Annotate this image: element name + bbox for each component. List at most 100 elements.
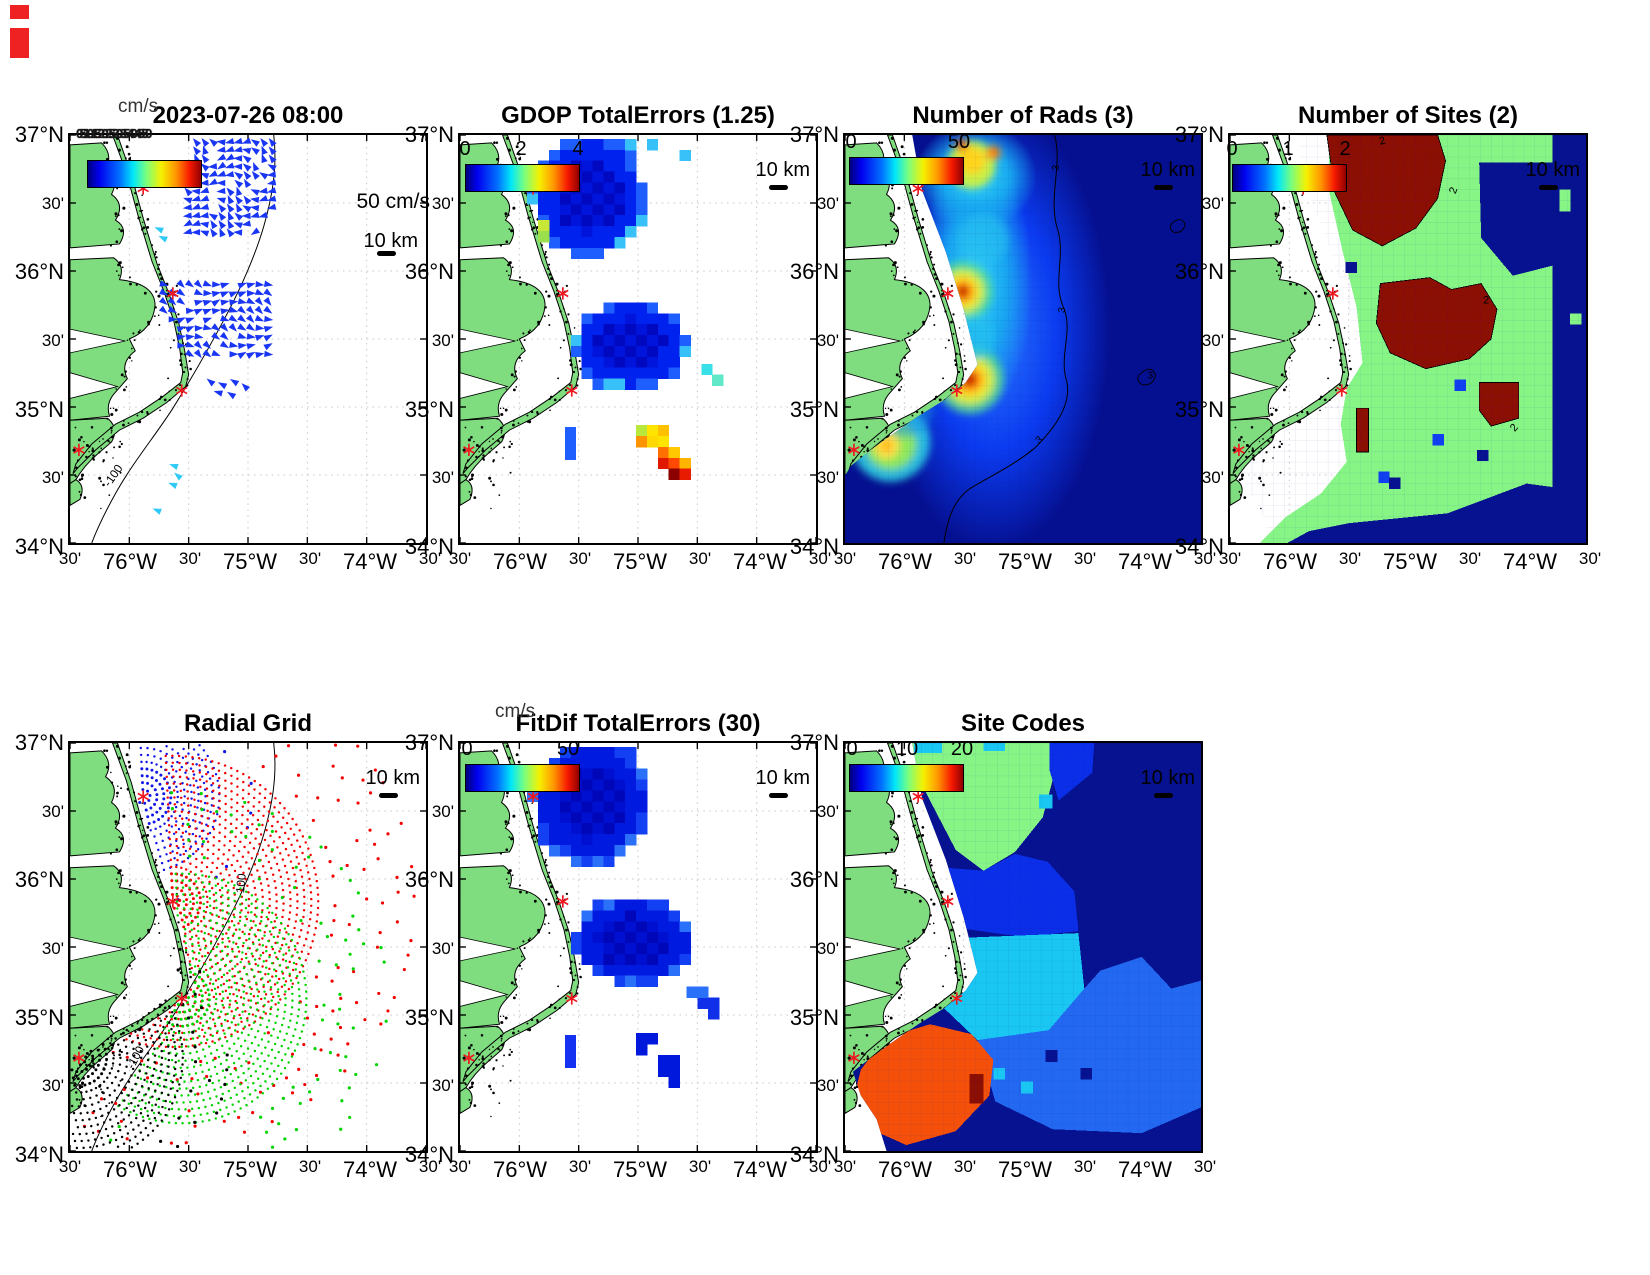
km-scale-bar bbox=[377, 251, 396, 256]
y-tick-label: 30' bbox=[816, 193, 839, 213]
y-tick-label: 30' bbox=[431, 801, 454, 821]
map-panel-currents: 2023-07-26 08:00 cm/s 0 5 10 15 20 25 30… bbox=[15, 96, 441, 574]
km-scale-label: 10 km bbox=[1140, 767, 1195, 789]
y-tick-label: 37°N bbox=[404, 730, 454, 755]
y-tick-label: 35°N bbox=[789, 396, 839, 422]
map-fitdif bbox=[460, 743, 816, 1151]
x-tick-label: 75°W bbox=[997, 549, 1053, 574]
x-tick-label: 30' bbox=[1193, 549, 1217, 568]
contour-label: 3 bbox=[1057, 306, 1069, 314]
y-tick-label: 36°N bbox=[789, 867, 839, 893]
y-tick-label: 30' bbox=[431, 939, 454, 958]
y-tick-label: 34°N bbox=[1174, 534, 1224, 559]
colorbar-tick: 2 bbox=[515, 138, 527, 160]
km-scale-label: 10 km bbox=[365, 767, 420, 789]
colorbar-tick: 0 bbox=[1226, 138, 1238, 160]
panel-title: FitDif TotalErrors (30) bbox=[515, 710, 761, 737]
y-tick-label: 34°N bbox=[789, 1142, 839, 1167]
y-tick-label: 37°N bbox=[14, 730, 64, 755]
y-tick-label: 30' bbox=[816, 939, 839, 958]
y-tick-label: 30' bbox=[41, 193, 64, 213]
y-tick-label: 37°N bbox=[789, 730, 839, 755]
colorbar-tick: 50 bbox=[947, 131, 971, 153]
x-tick-label: 74°W bbox=[732, 1157, 788, 1182]
contour-label: 3 bbox=[1148, 371, 1154, 382]
x-tick-label: 30' bbox=[418, 1157, 442, 1176]
y-tick-label: 30' bbox=[41, 1076, 64, 1096]
y-tick-label: 30' bbox=[431, 331, 454, 350]
x-tick-label: 30' bbox=[1073, 1157, 1097, 1176]
x-tick-label: 75°W bbox=[222, 1157, 278, 1182]
y-tick-label: 36°N bbox=[14, 259, 64, 285]
map-site-codes bbox=[845, 743, 1201, 1151]
x-tick-label: 30' bbox=[1578, 549, 1602, 568]
fitdif-heatmap bbox=[527, 746, 720, 1089]
colorbar-tick: 50 bbox=[556, 738, 580, 760]
x-tick-label: 76°W bbox=[877, 549, 933, 574]
y-tick-label: 30' bbox=[1201, 468, 1224, 488]
y-tick-label: 30' bbox=[41, 801, 64, 821]
map-panel-radial-grid: Radial Grid 10 km -100 100 37°N 30' 30' 76°W… bbox=[15, 710, 441, 1182]
x-tick-label: 76°W bbox=[877, 1157, 933, 1182]
y-tick-label: 37°N bbox=[404, 122, 454, 147]
y-tick-label: 36°N bbox=[14, 867, 64, 893]
y-tick-label: 36°N bbox=[1174, 259, 1224, 285]
x-tick-label: 76°W bbox=[492, 1157, 548, 1182]
x-tick-label: 30' bbox=[58, 1157, 82, 1176]
y-tick-label: 30' bbox=[431, 193, 454, 213]
km-scale-bar bbox=[1154, 185, 1173, 190]
colorbar bbox=[849, 157, 964, 185]
y-tick-label: 35°N bbox=[14, 1004, 64, 1030]
colorbar-units-label: cm/s bbox=[118, 96, 159, 117]
x-tick-label: 30' bbox=[953, 549, 977, 568]
y-tick-label: 34°N bbox=[404, 1142, 454, 1167]
y-tick-label: 35°N bbox=[1174, 396, 1224, 422]
y-tick-label: 37°N bbox=[789, 122, 839, 147]
colorbar-tick: 2 bbox=[1339, 138, 1351, 160]
colorbar-tick: 0 bbox=[461, 738, 473, 760]
y-tick-label: 36°N bbox=[789, 259, 839, 285]
x-tick-label: 75°W bbox=[612, 549, 668, 574]
colorbar-tick: 4 bbox=[572, 138, 584, 160]
y-tick-label: 34°N bbox=[14, 1142, 64, 1167]
x-tick-label: 30' bbox=[568, 1157, 592, 1176]
radial-fan bbox=[82, 743, 416, 1145]
map-panel-gdop: GDOP TotalErrors (1.25) 0 2 4 10 km 37°N… bbox=[405, 102, 831, 574]
x-tick-label: 30' bbox=[1218, 549, 1242, 568]
colorbar bbox=[465, 164, 580, 192]
red-mark bbox=[10, 5, 29, 19]
panel-title: Radial Grid bbox=[183, 710, 313, 737]
map-gdop bbox=[460, 135, 816, 543]
y-tick-label: 30' bbox=[431, 468, 454, 488]
km-scale-bar bbox=[769, 793, 788, 798]
x-tick-label: 30' bbox=[688, 1157, 712, 1176]
km-scale-bar bbox=[379, 793, 398, 798]
colorbar bbox=[849, 764, 964, 792]
x-tick-label: 74°W bbox=[1117, 1157, 1173, 1182]
x-tick-label: 30' bbox=[448, 1157, 472, 1176]
colorbar-tick: 0 bbox=[846, 738, 858, 760]
y-tick-label: 35°N bbox=[14, 396, 64, 422]
contour-label: 3 bbox=[1051, 164, 1062, 171]
y-tick-label: 30' bbox=[816, 801, 839, 821]
y-tick-label: 35°N bbox=[789, 1004, 839, 1030]
red-mark bbox=[10, 28, 29, 58]
y-tick-label: 36°N bbox=[404, 259, 454, 285]
km-scale-label: 10 km bbox=[1140, 159, 1195, 181]
map-panel-fitdif: FitDif TotalErrors (30) cm/s 0 50 10 km … bbox=[405, 701, 831, 1182]
colorbar-tick: 0 bbox=[459, 138, 471, 160]
x-tick-label: 30' bbox=[448, 549, 472, 568]
x-tick-label: 76°W bbox=[492, 549, 548, 574]
x-tick-label: 30' bbox=[418, 549, 442, 568]
km-scale-bar bbox=[1154, 793, 1173, 798]
y-tick-label: 37°N bbox=[14, 122, 64, 147]
x-tick-label: 30' bbox=[833, 549, 857, 568]
x-tick-label: 74°W bbox=[1502, 549, 1558, 574]
colorbar-tick: 20 bbox=[950, 738, 974, 760]
x-tick-label: 30' bbox=[178, 1157, 202, 1176]
y-tick-label: 35°N bbox=[404, 1004, 454, 1030]
y-tick-label: 30' bbox=[816, 1076, 839, 1096]
